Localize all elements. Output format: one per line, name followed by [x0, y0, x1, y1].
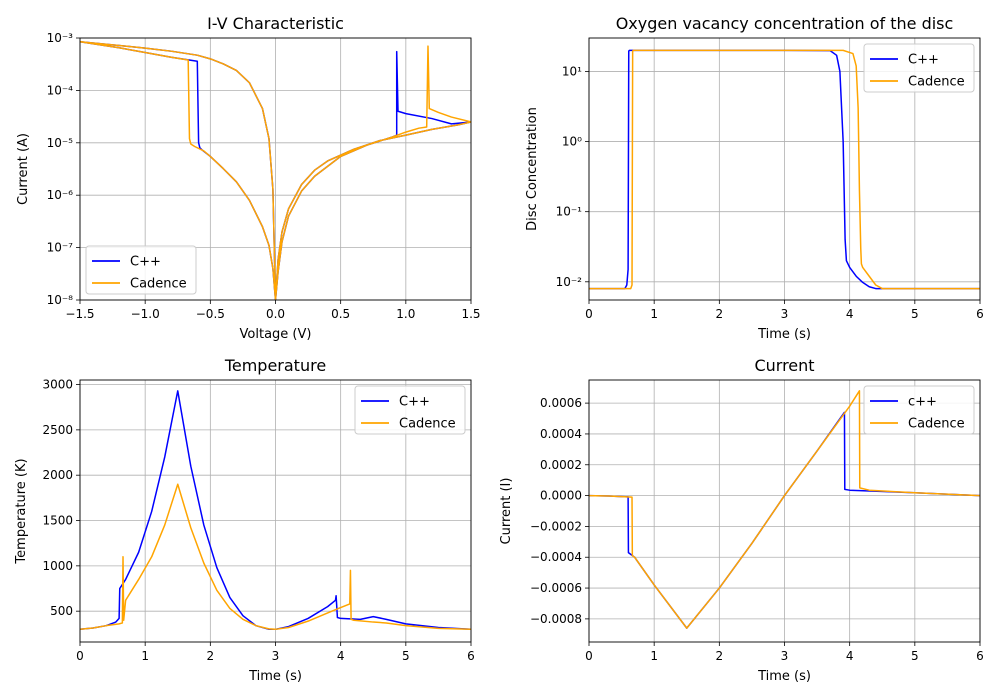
x-tick-label: 0: [76, 649, 84, 663]
chart-iv: −1.5 −1.0 −0.5 0.0 0.5 1.0 1.5 10⁻⁸ 10⁻⁷ 10⁻⁶ 10⁻⁵…: [16, 14, 481, 342]
legend-label-1: Cadence: [908, 417, 965, 432]
series-line-1: [589, 390, 980, 629]
x-tick-label: 1.5: [461, 307, 480, 321]
y-axis-label: Current (A): [16, 133, 31, 205]
chart-temp: 0 1 2 3 4 5 6 500 1000 1500 2000 2500 3000 Temperatur…: [14, 356, 475, 684]
x-tick-label: 0.0: [266, 307, 285, 321]
legend-box: [354, 385, 466, 435]
chart-title: Temperature: [224, 356, 326, 375]
x-tick-label: 6: [976, 649, 984, 663]
legend: C++ Cadence: [85, 245, 197, 295]
x-tick-label: 6: [976, 307, 984, 321]
x-tick-label: −1.5: [65, 307, 94, 321]
y-tick-label: −0.0004: [530, 550, 582, 564]
y-tick-label: 2500: [42, 423, 73, 437]
x-tick-label: 2: [716, 307, 724, 321]
y-tick-label: 10⁻⁵: [47, 136, 74, 150]
y-axis-label: Disc Concentration: [525, 107, 540, 231]
y-tick-label: 10⁻¹: [556, 205, 583, 219]
x-tick-label: 0.5: [331, 307, 350, 321]
series-line-1: [589, 49, 980, 290]
x-tick-label: 6: [467, 649, 475, 663]
y-tick-label: 10⁻²: [556, 275, 583, 289]
x-tick-label: 4: [337, 649, 345, 663]
x-tick-label: 5: [402, 649, 410, 663]
legend: C++ Cadence: [863, 43, 975, 93]
legend-label-0: C++: [399, 395, 430, 410]
y-tick-label: 10⁰: [562, 135, 582, 149]
x-axis-label: Voltage (V): [240, 327, 312, 342]
legend-label-1: Cadence: [908, 75, 965, 90]
y-tick-label: 1500: [42, 514, 73, 528]
legend-label-0: C++: [908, 53, 939, 68]
y-tick-label: 10⁻⁶: [47, 188, 74, 202]
y-axis-label: Temperature (K): [14, 458, 29, 564]
y-tick-label: 10⁻⁷: [47, 241, 74, 255]
legend-label-0: c++: [908, 395, 937, 410]
x-tick-label: 5: [911, 649, 919, 663]
x-tick-label: 1.0: [396, 307, 415, 321]
y-tick-label: −0.0002: [530, 519, 582, 533]
chart-current: 0 1 2 3 4 5 6 −0.0008 −0.0006 −0.0004 −0.0002 0.000…: [499, 356, 984, 684]
y-tick-label: 0.0000: [540, 489, 582, 503]
x-tick-label: 4: [846, 649, 854, 663]
legend: c++ Cadence: [863, 385, 975, 435]
legend-label-1: Cadence: [399, 417, 456, 432]
x-tick-label: 1: [141, 649, 149, 663]
x-tick-label: 5: [911, 307, 919, 321]
x-axis-label: Time (s): [757, 669, 811, 684]
y-tick-label: 1000: [42, 559, 73, 573]
x-tick-label: 0: [585, 307, 593, 321]
chart-disc: 0 1 2 3 4 5 6 10⁻² 10⁻¹ 10⁰ 10¹ Oxygen vacancy conc…: [525, 14, 984, 342]
x-tick-label: 3: [781, 649, 789, 663]
y-tick-label: 500: [50, 604, 73, 618]
y-tick-label: 10⁻³: [47, 31, 74, 45]
x-tick-label: −1.0: [131, 307, 160, 321]
y-tick-label: 0.0004: [540, 427, 582, 441]
legend-box: [863, 385, 975, 435]
series-line-0: [80, 390, 471, 631]
series-line-0: [589, 49, 980, 290]
x-tick-label: 3: [272, 649, 280, 663]
legend: C++ Cadence: [354, 385, 466, 435]
legend-label-0: C++: [130, 255, 161, 270]
x-tick-label: 2: [207, 649, 215, 663]
x-tick-label: 1: [650, 649, 658, 663]
y-axis-label: Current (I): [499, 478, 514, 545]
legend-box: [863, 43, 975, 93]
series-line-1: [80, 483, 471, 631]
y-tick-label: 2000: [42, 468, 73, 482]
x-tick-label: 1: [650, 307, 658, 321]
chart-title: Oxygen vacancy concentration of the disc: [616, 14, 954, 33]
x-axis-label: Time (s): [757, 327, 811, 342]
legend-box: [85, 245, 197, 295]
y-tick-label: 0.0002: [540, 458, 582, 472]
legend-label-1: Cadence: [130, 277, 187, 292]
x-tick-label: 0: [585, 649, 593, 663]
x-tick-label: 3: [781, 307, 789, 321]
chart-title: Current: [754, 356, 814, 375]
series-line-1: [80, 40, 471, 300]
y-tick-label: 0.0006: [540, 396, 582, 410]
x-axis-label: Time (s): [248, 669, 302, 684]
y-tick-label: −0.0006: [530, 581, 582, 595]
x-tick-label: −0.5: [196, 307, 225, 321]
y-tick-label: 10⁻⁸: [47, 293, 74, 307]
y-tick-label: −0.0008: [530, 612, 582, 626]
x-tick-label: 4: [846, 307, 854, 321]
x-tick-label: 2: [716, 649, 724, 663]
y-tick-label: 3000: [42, 378, 73, 392]
y-tick-label: 10¹: [562, 64, 582, 78]
chart-title: I-V Characteristic: [207, 14, 344, 33]
y-tick-label: 10⁻⁴: [47, 83, 74, 97]
